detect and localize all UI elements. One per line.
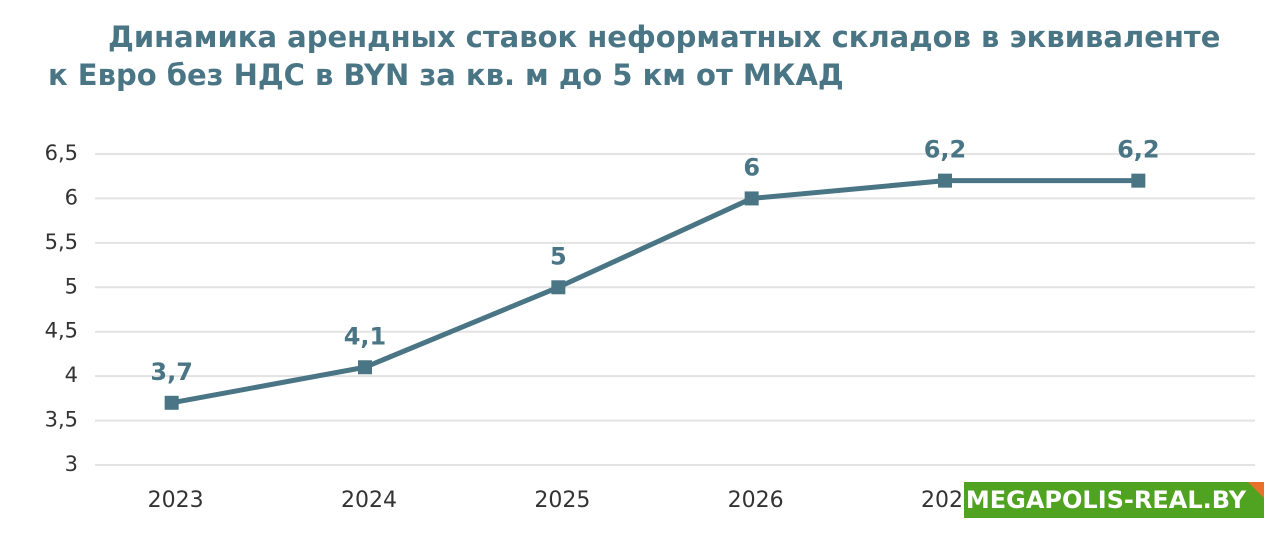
- data-label: 6,2: [924, 136, 967, 164]
- x-tick-label: 2023: [148, 488, 204, 513]
- line: [171, 178, 1139, 406]
- data-label: 5: [550, 242, 567, 270]
- chart-title: Динамика арендных ставок неформатных скл…: [48, 20, 1221, 92]
- watermark-text: MEGAPOLIS-REAL.BY: [966, 486, 1247, 514]
- x-tick-label: 2024: [341, 488, 397, 513]
- marker: [744, 191, 759, 206]
- marker: [551, 280, 566, 295]
- data-label: 4,1: [344, 322, 387, 350]
- watermark-corner: [1248, 482, 1264, 498]
- y-tick-label: 6: [65, 185, 78, 209]
- y-tick-label: 5: [65, 274, 78, 298]
- x-tick-label: 2025: [534, 488, 590, 513]
- data-label: 3,7: [150, 358, 193, 386]
- y-tick-label: 5,5: [45, 230, 78, 254]
- marker: [358, 360, 372, 375]
- data-label: 6: [743, 153, 760, 181]
- marker: [938, 173, 952, 188]
- y-tick-label: 4: [65, 363, 78, 387]
- y-tick-label: 3: [65, 452, 78, 476]
- marker: [164, 395, 179, 410]
- x-tick-label: 2026: [728, 488, 784, 513]
- y-tick-label: 4,5: [45, 319, 78, 343]
- watermark: MEGAPOLIS-REAL.BY: [964, 482, 1264, 518]
- y-tick-label: 6,5: [45, 141, 78, 165]
- data-label: 6,2: [1117, 136, 1160, 164]
- y-tick-label: 3,5: [45, 408, 78, 432]
- watermark-bg: [964, 482, 1264, 518]
- marker: [1131, 173, 1146, 188]
